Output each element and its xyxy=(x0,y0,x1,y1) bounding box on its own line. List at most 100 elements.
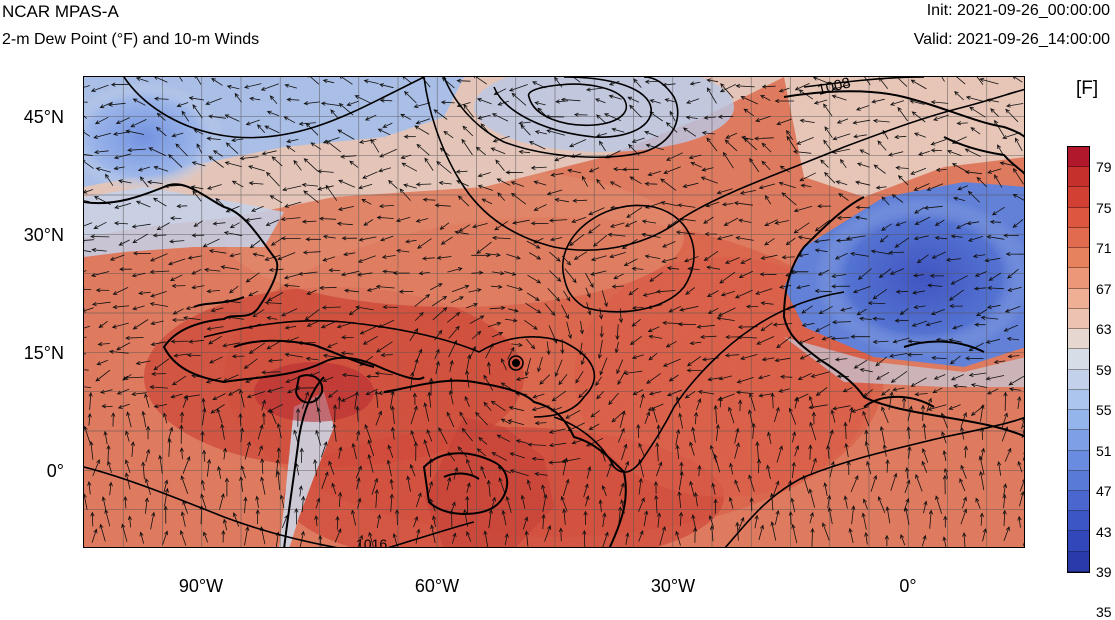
colorbar xyxy=(1067,146,1090,573)
wind-arrow xyxy=(609,252,626,259)
colorbar-segment xyxy=(1068,288,1089,309)
wind-arrow xyxy=(973,286,987,291)
wind-arrow xyxy=(244,441,251,460)
wind-arrow xyxy=(627,96,640,103)
wind-arrow xyxy=(701,130,715,136)
wind-arrow xyxy=(659,526,666,546)
wind-arrow xyxy=(88,391,93,410)
wind-arrow xyxy=(179,77,183,82)
wind-arrow xyxy=(496,434,510,442)
wind-arrow xyxy=(265,219,280,226)
lat-label-15n: 15°N xyxy=(23,343,64,363)
wind-arrow xyxy=(418,271,430,276)
wind-arrow xyxy=(1002,509,1007,527)
wind-arrow xyxy=(121,523,128,542)
wind-arrow xyxy=(793,205,813,213)
wind-arrow xyxy=(743,108,754,117)
wind-arrow xyxy=(872,316,885,321)
wind-arrow xyxy=(594,98,606,104)
wind-arrow xyxy=(618,506,623,524)
colorbar-segment xyxy=(1068,187,1089,208)
wind-arrow xyxy=(316,407,321,424)
wind-arrow xyxy=(617,427,625,443)
wind-arrow xyxy=(131,223,151,229)
wind-arrow xyxy=(853,134,867,139)
wind-arrow xyxy=(660,201,679,207)
wind-arrow xyxy=(261,399,266,411)
wind-arrow xyxy=(506,253,521,260)
wind-arrow xyxy=(202,238,220,248)
wind-arrow xyxy=(276,470,281,491)
wind-arrow xyxy=(979,470,985,491)
wind-arrow xyxy=(628,287,639,296)
wind-arrow xyxy=(141,461,146,480)
wind-arrow xyxy=(853,359,868,369)
wind-arrow xyxy=(415,118,431,125)
wind-arrow xyxy=(459,411,468,425)
wind-arrow xyxy=(488,509,493,529)
wind-arrow xyxy=(595,376,602,387)
wind-arrow xyxy=(754,514,759,529)
wind-arrow xyxy=(413,515,419,528)
wind-arrow xyxy=(156,222,170,231)
wind-arrow xyxy=(182,455,191,475)
wind-arrow xyxy=(686,368,702,373)
wind-arrow xyxy=(327,389,339,398)
wind-arrow xyxy=(852,119,871,125)
wind-arrow xyxy=(515,376,529,381)
wind-arrow xyxy=(546,189,563,196)
wind-arrow xyxy=(665,122,678,133)
wind-arrow xyxy=(304,308,320,321)
wind-arrow xyxy=(101,496,107,510)
wind-arrow xyxy=(608,392,619,406)
wind-arrow xyxy=(337,129,355,140)
wind-arrow xyxy=(1022,542,1024,547)
wind-arrow xyxy=(739,190,756,195)
wind-arrow xyxy=(301,495,306,513)
wind-arrow xyxy=(436,255,452,260)
wind-arrow xyxy=(284,325,297,330)
wind-arrow xyxy=(382,269,396,274)
wind-arrow xyxy=(91,247,107,253)
wind-arrow xyxy=(246,391,266,399)
wind-arrow xyxy=(815,323,831,332)
wind-arrow xyxy=(202,449,207,462)
wind-arrow xyxy=(131,272,146,278)
wind-arrow xyxy=(261,412,266,425)
wind-arrow xyxy=(895,289,909,294)
wind-arrow xyxy=(852,286,871,294)
wind-arrow xyxy=(226,84,240,90)
wind-arrow xyxy=(461,138,473,156)
wind-arrow xyxy=(904,479,911,494)
wind-arrow xyxy=(799,118,815,123)
wind-arrow xyxy=(966,221,980,226)
wind-arrow xyxy=(686,356,701,367)
wind-arrow xyxy=(276,422,282,439)
wind-arrow xyxy=(428,480,433,493)
wind-arrow xyxy=(818,305,833,315)
wind-arrow xyxy=(107,460,112,473)
wind-arrow xyxy=(183,316,201,321)
wind-arrow xyxy=(884,534,889,547)
wind-arrow xyxy=(903,497,910,511)
wind-arrow xyxy=(325,140,342,153)
wind-arrow xyxy=(404,239,417,244)
wind-arrow xyxy=(689,441,695,456)
wind-arrow xyxy=(181,110,190,122)
wind-arrow xyxy=(471,330,482,340)
wind-arrow xyxy=(478,436,488,445)
wind-arrow xyxy=(511,219,530,225)
wind-arrow xyxy=(669,110,676,122)
wind-arrow xyxy=(925,320,942,327)
wind-arrow xyxy=(355,465,362,479)
wind-arrow xyxy=(881,406,889,424)
wind-arrow xyxy=(956,121,968,126)
wind-arrow xyxy=(433,109,448,120)
wind-arrow xyxy=(703,216,714,224)
wind-arrow xyxy=(823,103,833,117)
chart-subtitle: 2-m Dew Point (°F) and 10-m Winds xyxy=(2,31,260,48)
wind-arrow xyxy=(491,235,511,240)
wind-arrow xyxy=(824,171,836,184)
wind-arrow xyxy=(943,467,949,479)
wind-arrow xyxy=(191,269,202,275)
